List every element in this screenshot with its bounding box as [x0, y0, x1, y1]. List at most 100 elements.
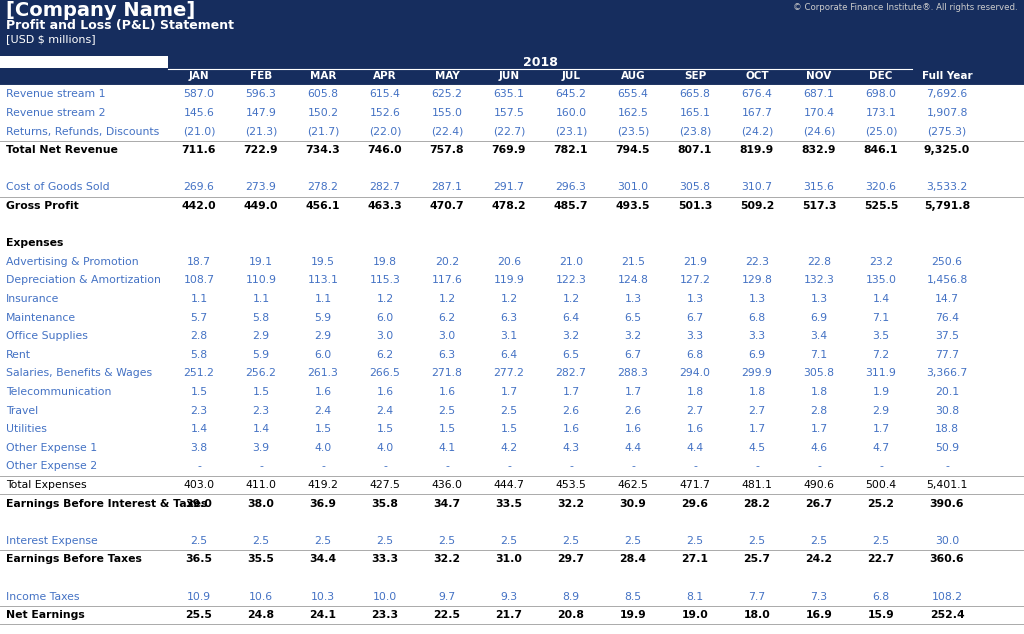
Text: (23.5): (23.5) — [616, 127, 649, 136]
Text: 261.3: 261.3 — [307, 368, 339, 378]
Text: 23.2: 23.2 — [869, 257, 893, 267]
Text: 501.3: 501.3 — [678, 201, 712, 211]
Text: 3.0: 3.0 — [377, 331, 393, 341]
Text: 427.5: 427.5 — [370, 480, 400, 490]
Text: 403.0: 403.0 — [183, 480, 215, 490]
Text: 1.4: 1.4 — [190, 424, 208, 434]
Text: 122.3: 122.3 — [556, 275, 587, 285]
Text: 9.3: 9.3 — [501, 592, 517, 602]
Text: 4.3: 4.3 — [562, 443, 580, 453]
Text: 50.9: 50.9 — [935, 443, 959, 453]
Text: -: - — [631, 462, 635, 471]
Text: 282.7: 282.7 — [556, 368, 587, 378]
Text: Office Supplies: Office Supplies — [6, 331, 88, 341]
Text: 152.6: 152.6 — [370, 108, 400, 118]
Text: Cost of Goods Sold: Cost of Goods Sold — [6, 183, 110, 192]
Text: JAN: JAN — [188, 71, 209, 81]
Text: 25.7: 25.7 — [743, 554, 770, 564]
Text: 155.0: 155.0 — [431, 108, 463, 118]
Text: Revenue stream 2: Revenue stream 2 — [6, 108, 105, 118]
Text: Telecommunication: Telecommunication — [6, 387, 112, 397]
Text: -: - — [507, 462, 511, 471]
Bar — [0, 68, 168, 85]
Text: 625.2: 625.2 — [431, 89, 463, 100]
Text: 645.2: 645.2 — [556, 89, 587, 100]
Text: 493.5: 493.5 — [615, 201, 650, 211]
Bar — [0, 0, 1024, 56]
Text: 2.5: 2.5 — [190, 536, 208, 546]
Text: 6.4: 6.4 — [501, 350, 517, 359]
Text: 1.7: 1.7 — [810, 424, 827, 434]
Text: 2.5: 2.5 — [749, 536, 766, 546]
Text: Earnings Before Interest & Taxes: Earnings Before Interest & Taxes — [6, 498, 208, 508]
Text: 1.5: 1.5 — [190, 387, 208, 397]
Text: 655.4: 655.4 — [617, 89, 648, 100]
Text: 8.5: 8.5 — [625, 592, 642, 602]
Text: 2.9: 2.9 — [314, 331, 332, 341]
Text: 173.1: 173.1 — [865, 108, 896, 118]
Text: Returns, Refunds, Discounts: Returns, Refunds, Discounts — [6, 127, 160, 136]
Text: 21.0: 21.0 — [559, 257, 583, 267]
Text: 278.2: 278.2 — [307, 183, 339, 192]
Text: 1.2: 1.2 — [562, 294, 580, 304]
Text: 150.2: 150.2 — [307, 108, 339, 118]
Text: 1.7: 1.7 — [872, 424, 890, 434]
Text: 33.3: 33.3 — [372, 554, 398, 564]
Text: 3.8: 3.8 — [190, 443, 208, 453]
Text: 305.8: 305.8 — [680, 183, 711, 192]
Text: 2.4: 2.4 — [314, 406, 332, 415]
Text: (21.0): (21.0) — [182, 127, 215, 136]
Text: 769.9: 769.9 — [492, 145, 526, 155]
Text: 485.7: 485.7 — [554, 201, 588, 211]
Text: 19.5: 19.5 — [311, 257, 335, 267]
Text: 3.2: 3.2 — [625, 331, 642, 341]
Text: 1.9: 1.9 — [872, 387, 890, 397]
Text: OCT: OCT — [745, 71, 769, 81]
Text: 698.0: 698.0 — [865, 89, 896, 100]
Text: 1.4: 1.4 — [872, 294, 890, 304]
Text: Rent: Rent — [6, 350, 31, 359]
Text: -: - — [445, 462, 449, 471]
Text: Full Year: Full Year — [922, 71, 973, 81]
Text: 145.6: 145.6 — [183, 108, 214, 118]
Text: 4.0: 4.0 — [314, 443, 332, 453]
Text: 167.7: 167.7 — [741, 108, 772, 118]
Text: Income Taxes: Income Taxes — [6, 592, 80, 602]
Text: 8.1: 8.1 — [686, 592, 703, 602]
Text: 470.7: 470.7 — [430, 201, 464, 211]
Text: 1.6: 1.6 — [438, 387, 456, 397]
Text: 119.9: 119.9 — [494, 275, 524, 285]
Text: 6.3: 6.3 — [438, 350, 456, 359]
Text: 21.5: 21.5 — [621, 257, 645, 267]
Text: 6.4: 6.4 — [562, 313, 580, 323]
Text: 30.0: 30.0 — [935, 536, 959, 546]
Text: 3.0: 3.0 — [438, 331, 456, 341]
Text: 6.8: 6.8 — [686, 350, 703, 359]
Text: 10.9: 10.9 — [187, 592, 211, 602]
Text: 5,791.8: 5,791.8 — [924, 201, 970, 211]
Text: 1.6: 1.6 — [686, 424, 703, 434]
Text: 9.7: 9.7 — [438, 592, 456, 602]
Text: 5.7: 5.7 — [190, 313, 208, 323]
Text: 2.8: 2.8 — [810, 406, 827, 415]
Text: 30.9: 30.9 — [620, 498, 646, 508]
Text: 256.2: 256.2 — [246, 368, 276, 378]
Text: 147.9: 147.9 — [246, 108, 276, 118]
Text: 113.1: 113.1 — [307, 275, 339, 285]
Text: 500.4: 500.4 — [865, 480, 897, 490]
Text: 6.2: 6.2 — [438, 313, 456, 323]
Text: 170.4: 170.4 — [804, 108, 835, 118]
Text: 251.2: 251.2 — [183, 368, 214, 378]
Text: 846.1: 846.1 — [864, 145, 898, 155]
Text: 21.7: 21.7 — [496, 610, 522, 620]
Text: 1.5: 1.5 — [377, 424, 393, 434]
Text: 819.9: 819.9 — [740, 145, 774, 155]
Text: 10.0: 10.0 — [373, 592, 397, 602]
Text: 5.9: 5.9 — [314, 313, 332, 323]
Text: 2018: 2018 — [522, 56, 557, 70]
Text: 320.6: 320.6 — [865, 183, 896, 192]
Text: 5.8: 5.8 — [190, 350, 208, 359]
Text: -: - — [322, 462, 325, 471]
Text: 28.2: 28.2 — [743, 498, 770, 508]
Text: 746.0: 746.0 — [368, 145, 402, 155]
